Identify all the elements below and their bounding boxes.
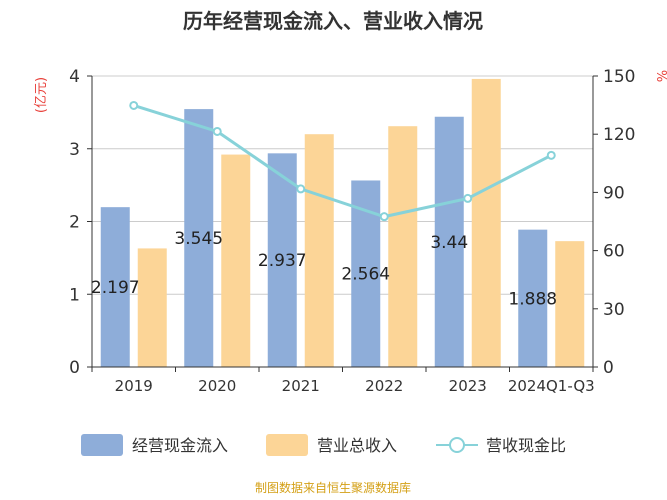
x-tick-label: 2019	[115, 377, 153, 395]
legend-swatch-cash-inflow	[81, 434, 123, 456]
right-tick-label: 150	[603, 67, 635, 87]
gridlines	[92, 75, 593, 295]
legend-swatch-revenue	[266, 434, 308, 456]
axes	[87, 75, 598, 372]
x-tick-label: 2024Q1-Q3	[508, 377, 595, 395]
data-label: 2.197	[91, 278, 140, 298]
bar-revenue	[388, 126, 418, 367]
bar-cash-inflow	[267, 153, 297, 367]
chart-title: 历年经营现金流入、营业收入情况	[183, 9, 483, 33]
ratio-point	[129, 100, 139, 110]
bar-revenue	[471, 78, 501, 367]
data-label: 2.937	[258, 251, 307, 271]
ratio-point	[212, 126, 222, 136]
legend-label-ratio: 营收现金比	[486, 436, 566, 455]
x-tick-label: 2023	[449, 377, 487, 395]
bar-revenue	[304, 134, 334, 367]
source-note: 制图数据来自恒生聚源数据库	[255, 480, 411, 495]
bar-revenue	[137, 248, 167, 367]
data-labels: 2.197 3.545 2.937 2.564 3.44 1.888	[91, 229, 557, 309]
left-tick-label: 3	[69, 140, 80, 160]
legend: 经营现金流入 营业总收入 营收现金比	[81, 434, 566, 456]
x-tick-label: 2020	[198, 377, 236, 395]
bar-revenue	[221, 154, 251, 367]
ratio-point	[463, 193, 473, 203]
right-tick-label: 30	[603, 300, 625, 320]
data-label: 3.545	[174, 229, 223, 249]
left-tick-label: 0	[69, 358, 80, 378]
left-tick-label: 1	[69, 285, 80, 305]
tick-labels: 0 1 2 3 4 0 30 60 90 120 150 2019 2020 2021 2022 2023 20…	[69, 67, 635, 395]
right-tick-label: 0	[603, 358, 614, 378]
ratio-line-path	[133, 104, 552, 219]
data-label: 3.44	[430, 233, 468, 253]
bar-cash-inflow	[518, 229, 548, 367]
left-tick-label: 2	[69, 213, 80, 233]
bar-cash-inflow	[100, 207, 130, 367]
ratio-point	[546, 150, 556, 160]
legend-marker-ratio	[449, 437, 465, 453]
bars	[100, 78, 585, 368]
x-tick-label: 2021	[282, 377, 320, 395]
data-label: 2.564	[341, 265, 390, 285]
x-tick-label: 2022	[365, 377, 403, 395]
ratio-point	[379, 212, 389, 222]
right-tick-label: 90	[603, 183, 625, 203]
legend-label-cash-inflow: 经营现金流入	[132, 436, 228, 455]
ratio-line	[129, 100, 556, 222]
legend-label-revenue: 营业总收入	[317, 436, 397, 455]
ratio-point	[296, 184, 306, 194]
data-label: 1.888	[508, 289, 557, 309]
right-tick-label: 120	[603, 125, 635, 145]
left-axis-unit: (亿元)	[34, 77, 49, 113]
right-axis-unit: %	[653, 70, 667, 82]
bar-revenue	[555, 241, 585, 367]
right-tick-label: 60	[603, 242, 625, 262]
bar-cash-inflow	[434, 116, 464, 368]
left-tick-label: 4	[69, 67, 80, 87]
bar-cash-inflow	[184, 109, 214, 367]
